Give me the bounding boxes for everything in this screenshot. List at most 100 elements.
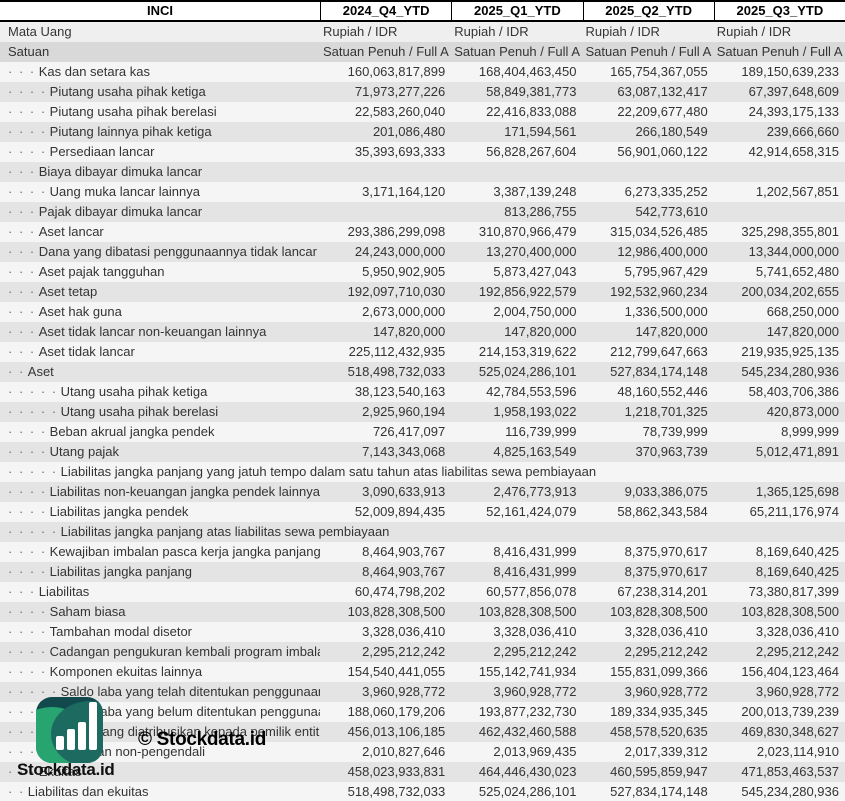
table-row[interactable]: · · · Aset pajak tangguhan 5,950,902,905 … xyxy=(0,262,845,282)
indent-dots: · · · · xyxy=(8,444,47,459)
table-row[interactable]: · · · Aset tidak lancar 225,112,432,935 2… xyxy=(0,342,845,362)
table-row[interactable]: · · · · · Utang usaha pihak berelasi 2,92… xyxy=(0,402,845,422)
table-row[interactable]: · · · Ekuitas 458,023,933,831 464,446,430… xyxy=(0,762,845,782)
table-row[interactable]: · · · · Beban akrual jangka pendek 726,41… xyxy=(0,422,845,442)
table-row[interactable]: · · · · Ekuitas yang diatribusikan kepada… xyxy=(0,722,845,742)
value-cell-2025-q3: 545,234,280,936 xyxy=(741,784,839,799)
value-cell-2025-q1: 155,142,741,934 xyxy=(478,664,577,679)
value-cell-2025-q3: 13,344,000,000 xyxy=(748,244,839,259)
indent-dots: · · · · xyxy=(8,724,47,739)
table-row[interactable]: · · · · · Saldo laba yang telah ditentuka… xyxy=(0,682,845,702)
table-row[interactable]: · · · · · Liabilitas jangka panjang yang … xyxy=(0,462,845,482)
value-cell-2025-q2: 527,834,174,148 xyxy=(610,364,708,379)
value-cell-2025-q3: 8,169,640,425 xyxy=(755,544,839,559)
value-cell-2025-q2: 3,328,036,410 xyxy=(624,624,708,639)
period-header-2025-q1-ytd[interactable]: 2025_Q1_YTD xyxy=(451,2,582,20)
value-cell-2025-q3: 325,298,355,801 xyxy=(741,224,839,239)
table-row[interactable]: · · · · Cadangan pengukuran kembali progr… xyxy=(0,642,845,662)
table-row[interactable]: · · · Kas dan setara kas 160,063,817,899 … xyxy=(0,62,845,82)
value-cell-2025-q3: 200,013,739,239 xyxy=(741,704,839,719)
table-row[interactable]: · · · · · Utang usaha pihak ketiga 38,123… xyxy=(0,382,845,402)
value-cell-2025-q2: 5,795,967,429 xyxy=(624,264,708,279)
table-row[interactable]: · · · · Liabilitas jangka pendek 52,009,8… xyxy=(0,502,845,522)
value-cell-2025-q3: 2,295,212,242 xyxy=(755,644,839,659)
table-row[interactable]: · · Aset 518,498,732,033 525,024,286,101 … xyxy=(0,362,845,382)
value-cell-2025-q1: 310,870,966,479 xyxy=(478,224,577,239)
table-row[interactable]: · · · Kepentingan non-pengendali 2,010,82… xyxy=(0,742,845,762)
period-header-2024-q4-ytd[interactable]: 2024_Q4_YTD xyxy=(320,2,451,20)
currency-value: Rupiah / IDR xyxy=(585,24,660,39)
table-row[interactable]: · · · Pajak dibayar dimuka lancar 813,286… xyxy=(0,202,845,222)
indent-dots: · · · · · xyxy=(8,404,58,419)
value-cell-2025-q3: 239,666,660 xyxy=(766,124,839,139)
table-row[interactable]: · · · Aset tidak lancar non-keuangan lain… xyxy=(0,322,845,342)
table-row[interactable]: · · · · Saham biasa 103,828,308,500 103,8… xyxy=(0,602,845,622)
table-row[interactable]: · · · · Piutang usaha pihak berelasi 22,5… xyxy=(0,102,845,122)
table-row[interactable]: · · · · Kewajiban imbalan pasca kerja jan… xyxy=(0,542,845,562)
indent-dots: · · · · xyxy=(8,664,47,679)
table-row[interactable]: · · · Biaya dibayar dimuka lancar xyxy=(0,162,845,182)
table-row[interactable]: · · · · Persediaan lancar 35,393,693,333 … xyxy=(0,142,845,162)
period-header-2025-q2-ytd[interactable]: 2025_Q2_YTD xyxy=(582,2,714,20)
indent-dots: · · · xyxy=(8,764,36,779)
value-cell-2025-q2: 460,595,859,947 xyxy=(610,764,708,779)
value-cell-2024-q4: 3,171,164,120 xyxy=(362,184,446,199)
value-cell-2025-q1: 3,328,036,410 xyxy=(493,624,577,639)
table-row[interactable]: · · · · Liabilitas jangka panjang 8,464,9… xyxy=(0,562,845,582)
value-cell-2025-q2: 3,960,928,772 xyxy=(624,684,708,699)
value-cell-2025-q1: 462,432,460,588 xyxy=(478,724,577,739)
table-row[interactable]: · · Liabilitas dan ekuitas 518,498,732,03… xyxy=(0,782,845,801)
value-cell-2024-q4: 201,086,480 xyxy=(372,124,446,139)
value-cell-2025-q1: 147,820,000 xyxy=(504,324,577,339)
value-cell-2025-q3: 156,404,123,464 xyxy=(741,664,839,679)
value-cell-2025-q2: 48,160,552,446 xyxy=(617,384,708,399)
table-row[interactable]: · · · · Liabilitas non-keuangan jangka pe… xyxy=(0,482,845,502)
table-row[interactable]: · · · · · Liabilitas jangka panjang atas … xyxy=(0,522,845,542)
value-cell-2024-q4: 188,060,179,206 xyxy=(347,704,446,719)
indent-dots: · · · · xyxy=(8,424,47,439)
table-row[interactable]: · · · · Piutang lainnya pihak ketiga 201,… xyxy=(0,122,845,142)
value-cell-2025-q2: 266,180,549 xyxy=(635,124,708,139)
unit-row: Satuan Satuan Penuh / Full A Satuan Penu… xyxy=(0,42,845,62)
table-row[interactable]: · · · Aset lancar 293,386,299,098 310,870… xyxy=(0,222,845,242)
value-cell-2025-q3: 73,380,817,399 xyxy=(748,584,839,599)
table-row[interactable]: · · · · Piutang usaha pihak ketiga 71,973… xyxy=(0,82,845,102)
table-row[interactable]: · · · · · Saldo laba yang belum ditentuka… xyxy=(0,702,845,722)
currency-row-label: Mata Uang xyxy=(8,24,72,39)
table-row[interactable]: · · · Liabilitas 60,474,798,202 60,577,85… xyxy=(0,582,845,602)
value-cell-2025-q3: 3,960,928,772 xyxy=(755,684,839,699)
indent-dots: · · · xyxy=(8,204,36,219)
table-row[interactable]: · · · Aset hak guna 2,673,000,000 2,004,7… xyxy=(0,302,845,322)
value-cell-2024-q4: 726,417,097 xyxy=(372,424,446,439)
row-label: · · · · Liabilitas jangka panjang xyxy=(8,564,193,579)
indent-dots: · · · xyxy=(8,264,36,279)
value-cell-2025-q3: 103,828,308,500 xyxy=(741,604,839,619)
value-cell-2025-q1: 2,004,750,000 xyxy=(493,304,577,319)
value-cell-2025-q1: 8,416,431,999 xyxy=(493,564,577,579)
table-row[interactable]: · · · · Utang pajak 7,143,343,068 4,825,1… xyxy=(0,442,845,462)
indent-dots: · · · · xyxy=(8,564,47,579)
value-cell-2024-q4: 3,328,036,410 xyxy=(362,624,446,639)
value-cell-2025-q2: 147,820,000 xyxy=(635,324,708,339)
value-cell-2025-q3: 65,211,176,974 xyxy=(749,504,839,519)
row-label: · · · Biaya dibayar dimuka lancar xyxy=(8,164,203,179)
value-cell-2025-q3: 24,393,175,133 xyxy=(748,104,839,119)
table-row[interactable]: · · · · Tambahan modal disetor 3,328,036,… xyxy=(0,622,845,642)
row-label: · · · Aset hak guna xyxy=(8,304,122,319)
indent-dots: · · · · · xyxy=(8,684,58,699)
indent-dots: · · · xyxy=(8,244,36,259)
value-cell-2025-q2: 189,334,935,345 xyxy=(610,704,708,719)
period-header-2025-q3-ytd[interactable]: 2025_Q3_YTD xyxy=(713,2,845,20)
table-row[interactable]: · · · · Uang muka lancar lainnya 3,171,16… xyxy=(0,182,845,202)
value-cell-2025-q3: 469,830,348,627 xyxy=(741,724,839,739)
indent-dots: · · xyxy=(8,364,25,379)
value-cell-2025-q1: 2,295,212,242 xyxy=(493,644,577,659)
value-cell-2025-q2: 1,218,701,325 xyxy=(624,404,708,419)
value-cell-2024-q4: 103,828,308,500 xyxy=(347,604,446,619)
table-row[interactable]: · · · · Komponen ekuitas lainnya 154,540,… xyxy=(0,662,845,682)
value-cell-2025-q1: 464,446,430,023 xyxy=(478,764,577,779)
value-cell-2024-q4: 518,498,732,033 xyxy=(347,784,446,799)
table-row[interactable]: · · · Aset tetap 192,097,710,030 192,856,… xyxy=(0,282,845,302)
table-row[interactable]: · · · Dana yang dibatasi penggunaannya ti… xyxy=(0,242,845,262)
